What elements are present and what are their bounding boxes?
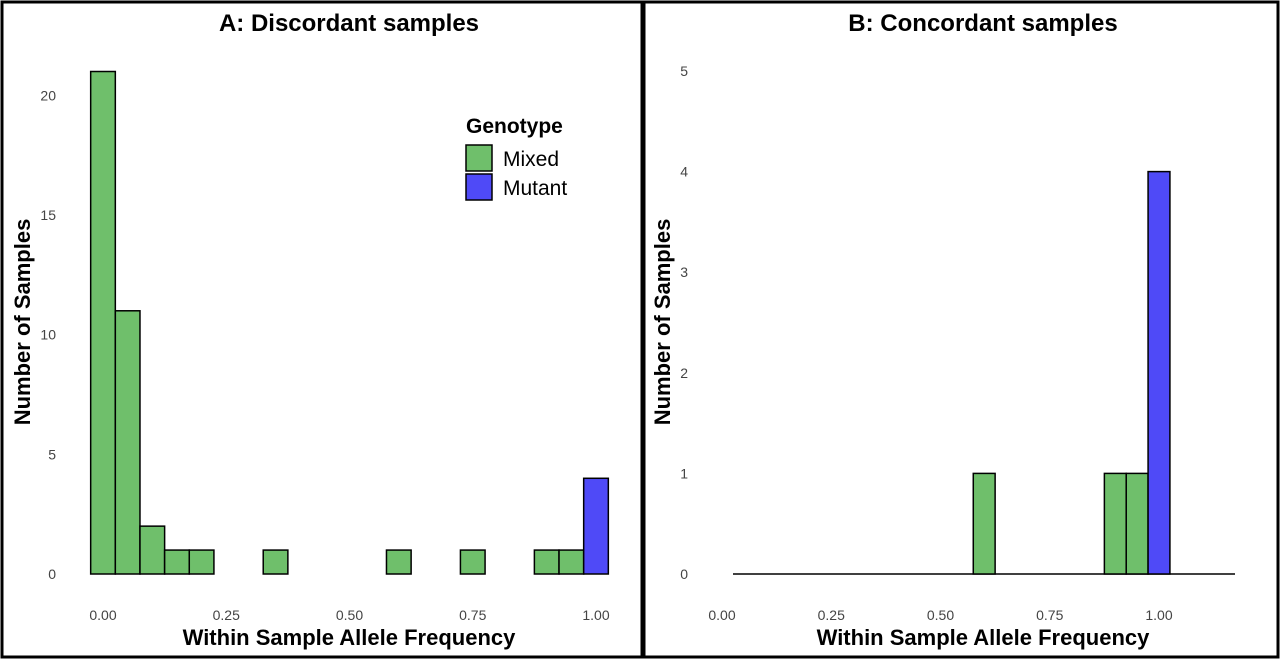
panel-a-xlabel: Within Sample Allele Frequency	[183, 625, 516, 650]
panel-a-bar-mixed	[139, 525, 166, 575]
legend-swatch-mutant	[465, 173, 493, 201]
panel-a-bar-mixed	[385, 549, 412, 575]
panel-b-x-tick-label: 0.50	[927, 607, 954, 623]
panel-b-title: B: Concordant samples	[848, 10, 1117, 37]
panel-a-x-tick-label: 0.50	[336, 607, 363, 623]
panel-b-x-tick-label: 0.25	[818, 607, 845, 623]
panel-b-xlabel: Within Sample Allele Frequency	[817, 625, 1150, 650]
panel-a-bar-mixed	[459, 549, 486, 575]
panel-a-bar-mixed	[89, 70, 117, 575]
panel-a-bar-mixed	[114, 310, 141, 575]
panel-b-y-tick-label: 1	[680, 465, 688, 481]
panel-a-title: A: Discordant samples	[219, 10, 479, 37]
panel-b-border	[642, 0, 1280, 659]
panel-b: B: Concordant samples Number of Samples …	[642, 0, 1280, 659]
panel-a-x-ticks: 0.00 0.25 0.50 0.75 1.00	[89, 607, 609, 623]
legend-label-mutant: Mutant	[503, 177, 567, 200]
panel-a-bar-mixed	[533, 549, 560, 575]
panel-b-y-tick-label: 5	[680, 63, 688, 79]
panel-b-y-tick-label: 4	[680, 164, 688, 180]
legend-title: Genotype	[466, 115, 563, 138]
panel-a-ylabel: Number of Samples	[10, 219, 35, 426]
panel-a-bars	[89, 70, 610, 575]
legend-swatch-mixed	[465, 144, 493, 172]
panel-a-bar-mixed	[188, 549, 215, 575]
panel-b-bar-mixed	[1103, 472, 1127, 575]
panel-b-y-tick-label: 3	[680, 264, 688, 280]
panel-a-bar-mixed	[558, 549, 585, 575]
panel-b-ylabel: Number of Samples	[650, 219, 675, 426]
panel-a-x-tick-label: 0.75	[459, 607, 486, 623]
panel-b-bar-mutant	[1147, 170, 1171, 575]
panel-b-bar-mixed	[1125, 472, 1149, 575]
panel-a-y-ticks: 0 5 10 15 20	[40, 87, 56, 582]
panel-a-bar-mixed	[262, 549, 289, 575]
panel-a-y-tick-label: 15	[40, 207, 56, 223]
panel-a-x-tick-label: 0.00	[89, 607, 116, 623]
panel-a-y-tick-label: 10	[40, 327, 56, 343]
panel-a-y-tick-label: 5	[48, 446, 56, 462]
panel-a-x-tick-label: 1.00	[582, 607, 609, 623]
panel-b-y-tick-label: 0	[680, 566, 688, 582]
panel-a-bar-mutant	[582, 477, 610, 575]
panel-a-bar-mixed	[163, 549, 191, 575]
panel-b-x-tick-label: 0.75	[1036, 607, 1063, 623]
panel-b-x-tick-label: 0.00	[708, 607, 735, 623]
legend-label-mixed: Mixed	[503, 148, 559, 171]
panel-b-bars	[972, 170, 1171, 575]
panel-b-y-tick-label: 2	[680, 365, 688, 381]
panel-a-border	[0, 0, 644, 659]
panel-b-bar-mixed	[972, 472, 996, 575]
panel-a-y-tick-label: 0	[48, 566, 56, 582]
panel-a: A: Discordant samples Number of Samples …	[0, 0, 644, 659]
panel-a-x-tick-label: 0.25	[213, 607, 240, 623]
panel-a-y-tick-label: 20	[40, 87, 56, 103]
panel-b-x-ticks: 0.00 0.25 0.50 0.75 1.00	[708, 607, 1172, 623]
panel-b-x-tick-label: 1.00	[1145, 607, 1172, 623]
panel-b-y-ticks: 0 1 2 3 4 5	[680, 63, 688, 582]
legend: Genotype Mixed Mutant	[465, 115, 567, 201]
